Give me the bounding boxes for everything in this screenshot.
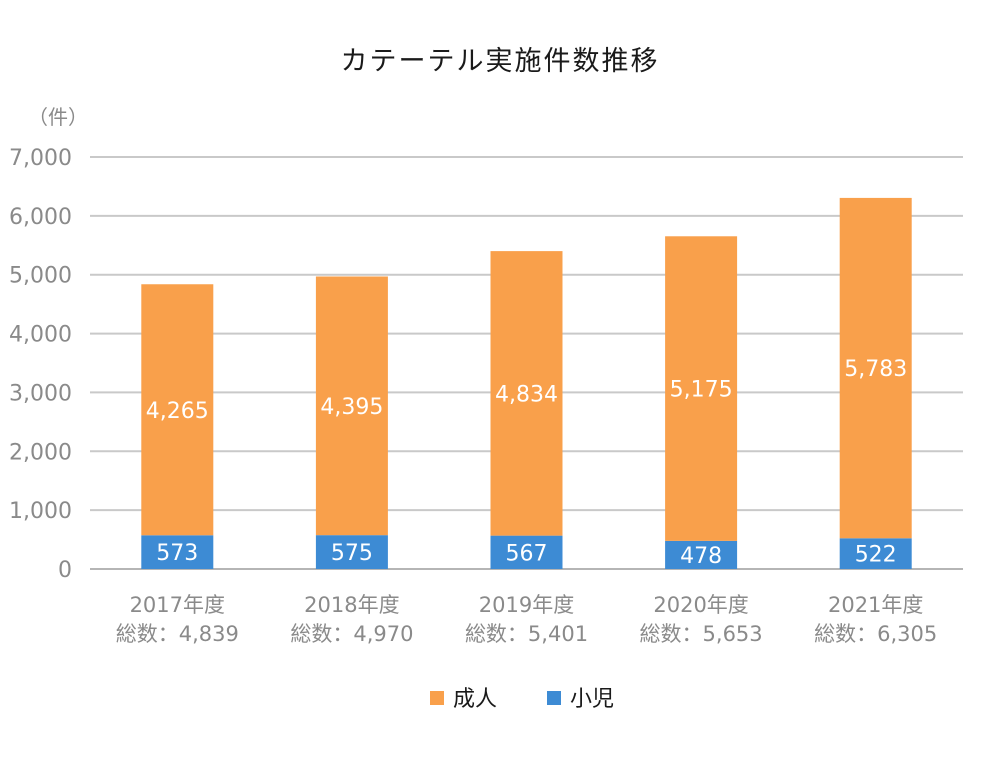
bar-segment (315, 276, 388, 536)
legend: 成人 小児 (430, 687, 614, 712)
y-tick-label: 7,000 (9, 146, 72, 171)
bar-segment (839, 197, 912, 539)
y-axis-ticks: 0 1,000 2,000 3,000 4,000 5,000 6,000 7,000 (9, 146, 72, 583)
legend-swatch (430, 691, 444, 705)
x-total-label: 総数：4,839 (116, 622, 239, 646)
data-label: 4,265 (146, 399, 209, 424)
bar-segment (141, 535, 214, 569)
legend-swatch (547, 691, 561, 705)
legend-label: 成人 (453, 687, 497, 712)
x-total-label: 総数：6,305 (814, 622, 937, 646)
data-label: 4,834 (495, 382, 558, 407)
bars: 573 4,265 575 4,395 567 4,834 478 5,175 522 5,783 (141, 197, 912, 569)
y-tick-label: 1,000 (9, 499, 72, 524)
data-label: 5,783 (844, 357, 907, 382)
chart-title: カテーテル実施件数推移 (341, 46, 660, 77)
data-label: 575 (331, 541, 373, 566)
y-axis-unit-label: （件） (28, 105, 88, 129)
x-total-label: 総数：5,401 (465, 622, 588, 646)
x-tick-label: 2018年度 (304, 593, 399, 617)
bar-segment (665, 540, 738, 569)
x-tick-label: 2021年度 (828, 593, 923, 617)
y-tick-label: 3,000 (9, 381, 72, 406)
data-label: 4,395 (320, 395, 383, 420)
x-tick-label: 2020年度 (653, 593, 748, 617)
bar-segment (141, 284, 214, 536)
x-tick-label: 2019年度 (479, 593, 574, 617)
bar-segment (315, 535, 388, 569)
x-total-label: 総数：5,653 (640, 622, 763, 646)
data-label: 567 (506, 541, 548, 566)
y-tick-label: 5,000 (9, 264, 72, 289)
bar-segment (490, 251, 563, 536)
y-tick-label: 6,000 (9, 205, 72, 230)
data-label: 573 (156, 541, 198, 566)
y-tick-label: 2,000 (9, 440, 72, 465)
x-tick-label: 2017年度 (130, 593, 225, 617)
bar-segment (490, 535, 563, 569)
x-total-label: 総数：4,970 (290, 622, 413, 646)
data-label: 478 (680, 544, 722, 569)
data-label: 5,175 (670, 378, 733, 403)
data-label: 522 (855, 543, 897, 568)
bar-segment (839, 538, 912, 569)
y-tick-label: 4,000 (9, 323, 72, 348)
y-tick-label: 0 (58, 558, 72, 583)
legend-label: 小児 (570, 687, 614, 712)
bar-segment (665, 236, 738, 541)
